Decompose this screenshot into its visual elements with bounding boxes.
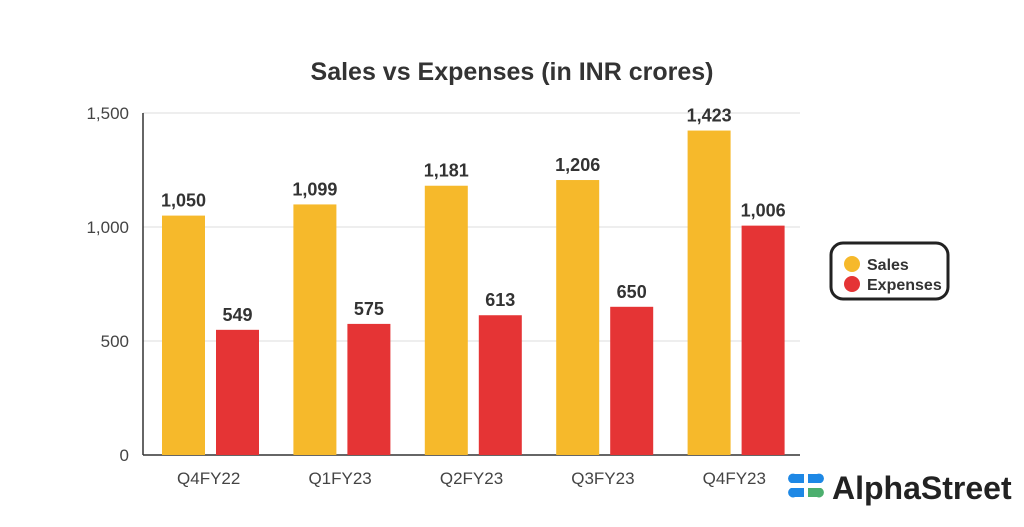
data-label: 1,099 [292, 179, 337, 199]
legend: Sales Expenses [829, 241, 950, 301]
x-tick-label: Q4FY23 [703, 469, 766, 488]
data-label: 1,050 [161, 191, 206, 211]
y-tick-label: 1,500 [86, 104, 129, 123]
bar-expenses [610, 306, 654, 455]
logo-text: AlphaStreet [832, 470, 1012, 506]
y-tick-label: 0 [120, 446, 129, 465]
data-label: 1,206 [555, 155, 600, 175]
legend-box [829, 241, 950, 301]
x-tick-label: Q3FY23 [571, 469, 634, 488]
bar-sales [162, 215, 205, 455]
data-label: 1,181 [424, 161, 469, 181]
x-tick-label: Q4FY22 [177, 469, 240, 488]
data-label: 650 [617, 282, 647, 302]
bar-sales [556, 180, 600, 456]
legend-sales-label: Sales [867, 257, 909, 274]
y-tick-label: 500 [101, 332, 129, 351]
bar-sales [424, 185, 468, 455]
legend-sales-marker [844, 256, 860, 272]
chart-title: Sales vs Expenses (in INR crores) [311, 58, 714, 86]
bar-sales [687, 130, 731, 455]
legend-expenses-marker [844, 276, 860, 292]
bar-sales [293, 204, 337, 455]
data-label: 549 [222, 305, 252, 325]
bar-expenses [478, 315, 522, 455]
data-label: 1,006 [741, 201, 786, 221]
data-label: 1,423 [687, 106, 732, 126]
alphastreet-logo: AlphaStreet [788, 470, 1012, 506]
bar-expenses [741, 225, 785, 455]
data-label: 575 [354, 299, 384, 319]
x-tick-label: Q2FY23 [440, 469, 503, 488]
y-tick-label: 1,000 [86, 218, 129, 237]
logo-mark-icon [788, 473, 804, 483]
legend-expenses-label: Expenses [867, 277, 942, 294]
x-tick-label: Q1FY23 [308, 469, 371, 488]
bar-expenses [216, 329, 259, 455]
data-label: 613 [485, 290, 515, 310]
bar-expenses [347, 323, 391, 455]
